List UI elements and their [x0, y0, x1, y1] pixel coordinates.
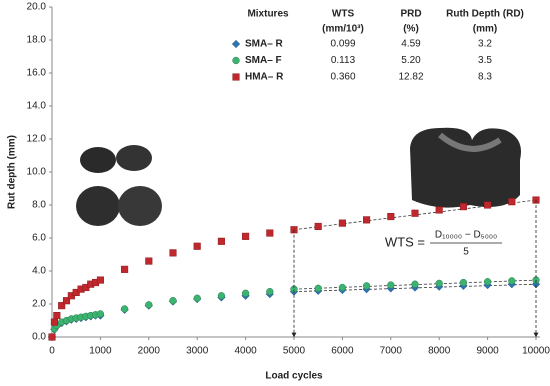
x-tick-label: 2000	[138, 346, 161, 357]
marker-circle	[387, 281, 395, 289]
y-tick-label: 20.0	[27, 2, 47, 13]
marker-square	[411, 209, 419, 217]
marker-square	[217, 237, 225, 245]
marker-square	[314, 222, 322, 230]
specimen-photo-right	[410, 127, 521, 208]
x-tick-label: 10000	[522, 346, 550, 357]
marker-square	[50, 318, 58, 326]
marker-circle	[266, 287, 274, 296]
y-tick-label: 10.0	[27, 167, 47, 178]
marker-square	[58, 302, 66, 310]
x-tick-label: 4000	[234, 346, 257, 357]
marker-circle	[435, 279, 443, 288]
x-axis-label: Load cycles	[265, 371, 323, 382]
marker-square	[121, 265, 129, 273]
x-tick-label: 3000	[186, 346, 209, 357]
formula-denominator: 5	[463, 247, 469, 258]
marker-circle	[483, 278, 492, 286]
table-cell: 3.5	[478, 55, 492, 66]
legend-label: SMA– R	[245, 39, 284, 50]
formula-numerator: D₁₀₀₀₀ − D₅₀₀₀	[435, 230, 497, 241]
y-tick-label: 4.0	[32, 266, 46, 277]
legend-label: HMA– R	[245, 72, 284, 83]
formula-lhs: WTS =	[385, 234, 425, 249]
marker-square	[232, 73, 240, 81]
marker-circle	[314, 284, 322, 292]
marker-square	[459, 203, 467, 211]
marker-square	[508, 198, 516, 206]
table-unit: (mm/10³)	[322, 24, 364, 35]
marker-circle	[241, 289, 250, 297]
marker-circle	[338, 283, 347, 292]
marker-circle	[508, 277, 516, 285]
marker-circle	[411, 280, 419, 288]
table-unit: (%)	[403, 24, 419, 35]
marker-circle	[232, 56, 240, 65]
marker-square	[48, 333, 56, 341]
table-header: Ruth Depth (RD)	[446, 9, 524, 20]
x-tick-label: 8000	[428, 346, 451, 357]
marker-square	[169, 249, 177, 257]
table-header: Mixtures	[247, 9, 289, 20]
table-cell: 5.20	[401, 55, 421, 66]
marker-circle	[362, 282, 371, 290]
x-tick-label: 1000	[89, 346, 112, 357]
marker-square	[62, 297, 71, 305]
y-tick-label: 12.0	[27, 134, 47, 145]
table-cell: 0.113	[331, 55, 356, 66]
table-cell: 8.3	[478, 72, 492, 83]
y-tick-label: 0.0	[32, 332, 46, 343]
table-unit: (mm)	[473, 24, 497, 35]
table-cell: 4.59	[401, 39, 421, 50]
marker-circle	[120, 305, 129, 313]
specimen-photo-left	[76, 145, 162, 226]
marker-square	[193, 242, 201, 250]
legend-label: SMA– F	[245, 55, 282, 66]
marker-square	[484, 201, 492, 209]
marker-square	[266, 229, 274, 237]
y-tick-label: 16.0	[27, 68, 47, 79]
marker-square	[145, 257, 153, 265]
marker-square	[338, 219, 346, 227]
marker-circle	[96, 310, 105, 318]
marker-square	[242, 232, 250, 240]
x-tick-label: 9000	[476, 346, 499, 357]
x-tick-label: 6000	[331, 346, 354, 357]
marker-circle	[169, 297, 177, 305]
marker-circle	[217, 292, 226, 300]
marker-square	[96, 276, 104, 284]
marker-circle	[193, 294, 201, 302]
table-header: PRD	[400, 9, 421, 20]
table-cell: 3.2	[478, 39, 492, 50]
marker-square	[387, 213, 395, 221]
y-tick-label: 2.0	[32, 299, 46, 310]
table-cell: 0.099	[330, 39, 355, 50]
marker-diamond	[231, 39, 241, 49]
table-header: WTS	[332, 9, 355, 20]
y-tick-label: 8.0	[32, 200, 46, 211]
y-axis-label: Rut depth (mm)	[7, 135, 18, 209]
marker-circle	[459, 278, 468, 287]
marker-square	[363, 216, 371, 224]
y-tick-label: 6.0	[32, 233, 46, 244]
marker-square	[435, 206, 443, 214]
x-tick-label: 7000	[380, 346, 403, 357]
marker-circle	[145, 301, 153, 309]
y-tick-label: 18.0	[27, 35, 47, 46]
table-cell: 12.82	[398, 72, 423, 83]
y-tick-label: 14.0	[27, 101, 47, 112]
table-cell: 0.360	[330, 72, 355, 83]
marker-square	[53, 312, 61, 320]
x-tick-label: 5000	[283, 346, 306, 357]
x-tick-label: 0	[49, 346, 55, 357]
